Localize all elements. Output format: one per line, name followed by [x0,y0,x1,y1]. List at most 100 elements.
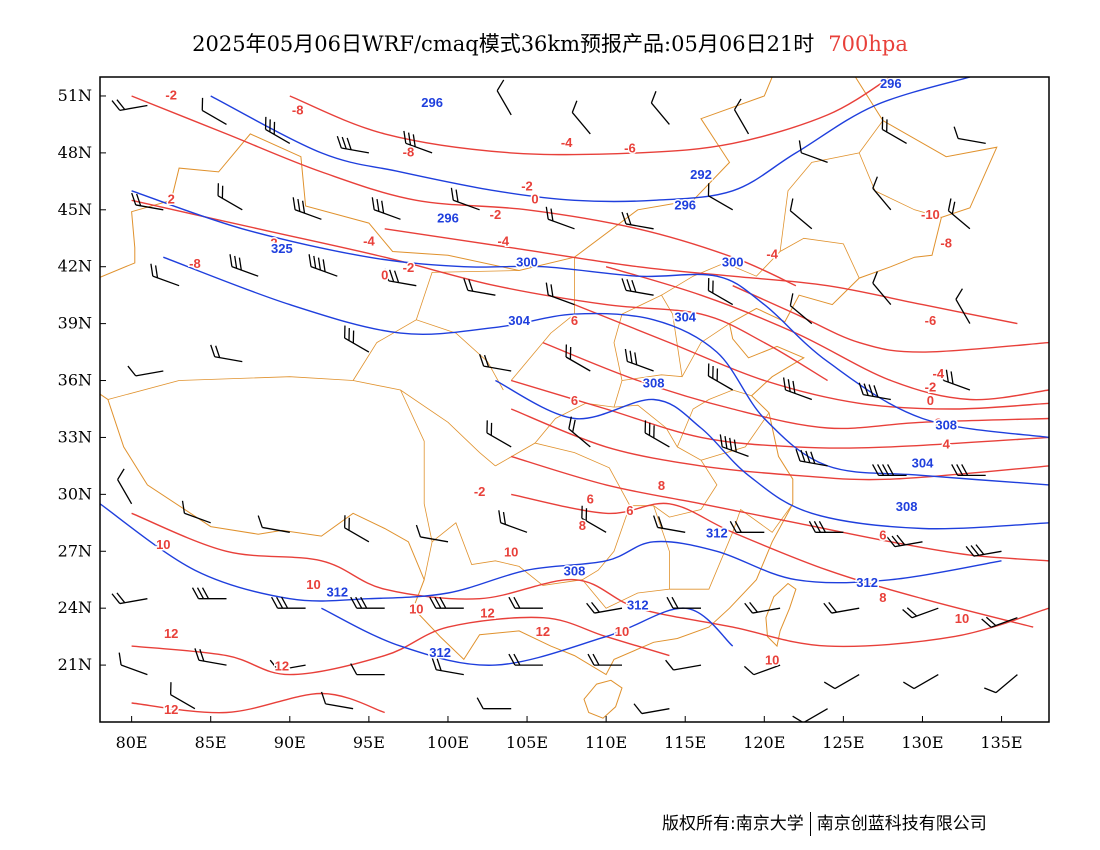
temperature-isotherm [131,199,828,382]
temperature-isotherm [510,379,1049,449]
wind-barb [320,691,354,710]
temperature-label: 0 [531,192,538,207]
wind-barb [981,616,1018,628]
wind-barb [403,130,433,154]
lon-tick-label: 80E [116,733,148,752]
wind-barb [217,183,243,211]
temperature-label: 10 [765,653,779,668]
wind-barb [486,420,512,448]
wind-barb [350,596,385,609]
wind-barb [344,325,370,353]
temperature-label: 10 [504,545,518,560]
geopotential-isoline [100,503,1002,602]
geopotential-contours [100,77,1049,666]
temperature-label: 2 [270,235,277,250]
temperature-label: 10 [955,611,969,626]
geopotential-isoline [163,256,1049,486]
lon-tick-label: 90E [274,733,306,752]
wind-barb [795,448,828,467]
lat-tick-label: 45N [58,200,92,219]
wind-barb [872,271,892,306]
temperature-label: -4 [498,233,510,248]
temperature-label: -4 [766,247,778,262]
temperature-isotherm [542,341,1049,430]
temperature-label: 2 [935,416,942,431]
temperature-label: 10 [409,602,423,617]
geopotential-label: 300 [516,254,538,269]
geopotential-label: 300 [722,254,744,269]
wind-barb [955,288,971,324]
wind-barb [729,520,765,533]
temperature-label: 12 [536,624,550,639]
wind-barb [308,254,338,277]
temperature-label: 12 [275,658,289,673]
wind-barb [823,601,860,614]
geopotential-label: 308 [896,499,918,514]
geopotential-isoline [210,77,971,203]
geopotential-label: 312 [706,526,728,541]
lat-tick-label: 42N [58,257,92,276]
wind-barb [782,377,813,401]
temperature-label: 12 [164,702,178,717]
wind-barb [271,596,306,609]
temperature-label: 10 [306,577,320,592]
province-boundary [779,120,884,252]
lat-tick-label: 51N [58,86,92,105]
wind-barb [336,135,370,154]
temperature-label: 6 [879,528,886,543]
geopotential-label: 304 [674,309,696,324]
province-boundary [415,270,520,320]
lon-tick-label: 105E [506,733,548,752]
wind-barb [496,79,512,116]
wind-barb [118,652,148,676]
temperature-isotherm [511,493,1034,628]
wind-barb [581,505,607,533]
temperature-label: 8 [579,518,586,533]
wind-barb [743,664,781,676]
temperature-label: 6 [571,393,578,408]
footer-divider [809,812,811,836]
temperature-label: -2 [474,484,486,499]
wind-barb [719,434,749,458]
contour-labels: -2-8-6-4-8-20-2-42-4-20-82-4-10-8-6-4-20… [155,77,971,719]
wind-barb [707,278,734,306]
wind-barb [194,648,227,666]
wind-barb [707,363,734,391]
wind-barb [902,607,939,619]
temperature-label: 6 [571,313,578,328]
geopotential-label: 296 [674,197,696,212]
wind-barb [257,515,290,533]
temperature-label: -2 [403,260,415,275]
wind-barb [881,116,907,144]
temperature-label: -8 [189,256,201,271]
wind-barb [508,596,543,609]
temperature-isotherm [289,77,892,156]
wind-barb [429,596,464,609]
wind-barb [858,382,891,401]
lat-tick-label: 48N [58,143,92,162]
wind-barb [808,520,844,533]
temperature-isotherm [131,95,797,287]
province-boundary [400,389,433,580]
wind-barb [264,116,291,144]
province-boundary [669,503,794,590]
geopotential-label: 312 [856,575,878,590]
temperature-label: 0 [381,268,388,283]
wind-barb [621,278,654,296]
wind-barb [350,663,385,676]
lat-tick-label: 30N [58,484,92,503]
temperature-isotherm [131,692,385,714]
wind-barb [229,254,259,277]
temperature-label: -4 [933,366,945,381]
temperature-label: 8 [658,478,665,493]
wind-barb [111,592,148,605]
province-boundary [676,389,752,448]
wind-barb [872,464,907,477]
wind-barb [508,653,543,666]
wind-barb [633,703,670,715]
geopotential-isoline [495,379,1049,530]
province-boundary [107,376,496,467]
wind-barb [666,596,701,609]
wind-barb [653,515,686,533]
